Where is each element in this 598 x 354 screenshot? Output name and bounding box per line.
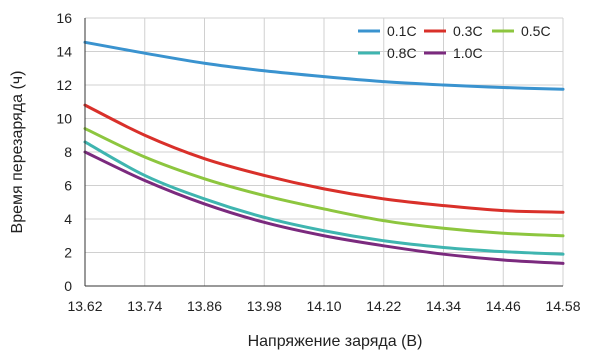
- x-tick-label: 14.58: [545, 298, 580, 314]
- x-tick-labels: 13.62 13.74 13.86 13.98 14.10 14.22 14.34 14.46…: [67, 298, 580, 314]
- y-tick-label: 10: [56, 111, 72, 127]
- y-tick-label: 14: [56, 44, 72, 60]
- legend-label-0-3c: 0.3C: [453, 23, 483, 39]
- series-line-1-0c: [83, 150, 565, 265]
- y-tick-label: 6: [64, 178, 72, 194]
- grid: [85, 17, 564, 286]
- y-tick-labels: 0 2 4 6 8 10 12 14 16: [56, 10, 72, 294]
- axes: [84, 18, 563, 287]
- series-line-0-1c: [83, 40, 565, 91]
- x-axis-title: Напряжение заряда (В): [248, 333, 423, 350]
- y-tick-label: 0: [64, 278, 72, 294]
- x-tick-label: 13.86: [187, 298, 222, 314]
- y-tick-label: 16: [56, 10, 72, 26]
- x-tick-label: 13.98: [247, 298, 282, 314]
- legend: 0.1C 0.3C 0.5C 0.8C 1.0C: [358, 23, 551, 61]
- y-axis-title: Время перезаряда (ч): [9, 71, 26, 234]
- y-tick-label: 4: [64, 211, 72, 227]
- y-tick-label: 2: [64, 245, 72, 261]
- series-line-0-8c: [83, 140, 565, 256]
- x-tick-label: 14.22: [366, 298, 401, 314]
- x-tick-label: 14.34: [426, 298, 461, 314]
- y-tick-label: 8: [64, 144, 72, 160]
- legend-label-1-0c: 1.0C: [453, 45, 483, 61]
- x-tick-label: 13.62: [67, 298, 102, 314]
- x-tick-label: 14.46: [486, 298, 521, 314]
- legend-label-0-5c: 0.5C: [521, 23, 551, 39]
- series-lines: [83, 40, 565, 265]
- series-line-0-5c: [83, 127, 565, 238]
- x-tick-label: 14.10: [306, 298, 341, 314]
- legend-label-0-1c: 0.1C: [387, 23, 417, 39]
- x-tick-label: 13.74: [127, 298, 162, 314]
- series-line-0-3c: [83, 103, 565, 214]
- y-tick-label: 12: [56, 77, 72, 93]
- legend-label-0-8c: 0.8C: [387, 45, 417, 61]
